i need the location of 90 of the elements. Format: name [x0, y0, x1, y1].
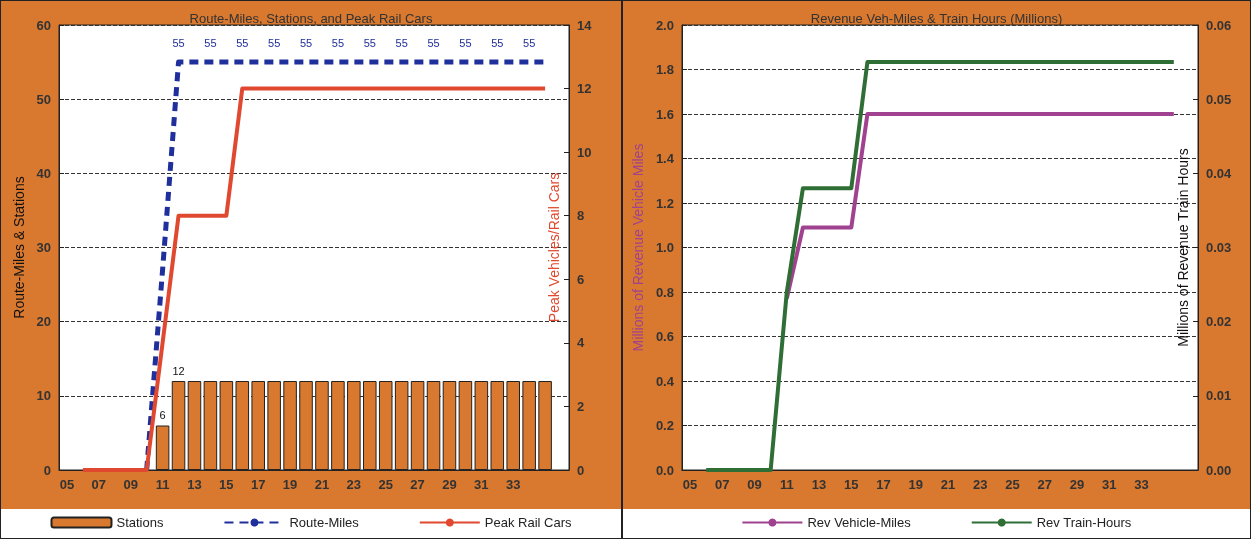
x-tick-label: 07 [715, 477, 730, 492]
line-series [704, 60, 1176, 472]
y-tick-label: 0.0 [655, 462, 674, 478]
x-tick-label: 25 [1005, 477, 1020, 492]
data-label: 55 [395, 36, 408, 49]
y-tick-label: 1.2 [655, 195, 674, 211]
y2-tick-label: 10 [577, 144, 592, 160]
x-tick-label: 23 [973, 477, 988, 492]
x-tick-label: 17 [876, 477, 891, 492]
chart-title: Route-Miles, Stations, and Peak Rail Cars [189, 11, 433, 26]
y-tick-label: 10 [36, 388, 51, 404]
x-tick-label: 09 [747, 477, 762, 492]
y-tick-label: 2.0 [655, 17, 674, 33]
data-label: 55 [491, 36, 504, 49]
y2-tick-label: 12 [577, 81, 592, 97]
y-tick-label: 40 [36, 165, 51, 181]
x-tick-label: 15 [844, 477, 859, 492]
legend-label: Peak Rail Cars [484, 515, 573, 530]
data-label: 55 [299, 36, 313, 49]
y-tick-label: 1.4 [655, 151, 675, 166]
x-tick-label: 27 [410, 477, 425, 492]
data-label: 55 [363, 36, 376, 49]
y2-tick-label: 0.05 [1206, 91, 1232, 107]
y2-tick-label: 0.00 [1206, 462, 1232, 478]
y-tick-label: 0.8 [655, 284, 674, 300]
y2-tick-label: 8 [577, 208, 585, 224]
x-tick-label: 19 [282, 477, 298, 492]
legend-label: Rev Train-Hours [1036, 515, 1132, 530]
x-tick-label: 29 [1069, 477, 1085, 492]
x-tick-label: 17 [250, 477, 266, 492]
y2-axis-title: Millions of Revenue Train Hours [1175, 148, 1191, 347]
x-tick-label: 21 [940, 477, 956, 492]
y-tick-label: 0.2 [655, 418, 674, 433]
y-tick-label: 30 [36, 240, 51, 255]
y-tick-label: 50 [36, 91, 51, 107]
line-series [80, 86, 548, 472]
data-label: 6 [159, 409, 166, 421]
x-tick-label: 05 [682, 477, 698, 492]
x-tick-label: 23 [346, 477, 362, 492]
x-tick-label: 19 [908, 477, 924, 492]
data-label: 55 [268, 36, 281, 49]
x-tick-label: 11 [155, 477, 170, 492]
x-tick-label: 07 [91, 477, 107, 492]
legend-label: Route-Miles [289, 515, 360, 530]
x-tick-label: 27 [1037, 477, 1053, 492]
chart-title: Revenue Veh-Miles & Train Hours (Millions) [810, 11, 1063, 26]
y-axis-title: Millions of Revenue Vehicle Miles [630, 143, 646, 352]
data-label: 55 [204, 36, 217, 49]
x-tick-label: 05 [59, 477, 75, 492]
x-tick-label: 11 [779, 477, 794, 492]
y2-tick-label: 0.06 [1206, 17, 1232, 33]
legend-label: Stations [116, 515, 164, 530]
x-tick-label: 15 [219, 477, 234, 492]
y-tick-label: 0.6 [655, 329, 674, 344]
y2-tick-label: 14 [577, 17, 593, 33]
data-label: 55 [331, 36, 345, 49]
x-tick-label: 13 [811, 477, 827, 492]
data-label: 55 [459, 36, 472, 49]
x-tick-label: 33 [1134, 477, 1149, 492]
x-tick-label: 31 [474, 477, 489, 492]
y2-tick-label: 0 [577, 462, 585, 478]
data-label: 55 [427, 36, 440, 49]
x-tick-label: 29 [442, 477, 457, 492]
y-axis-title: Route-Miles & Stations [10, 176, 27, 319]
y2-tick-label: 4 [577, 335, 585, 351]
y2-tick-label: 0.04 [1206, 165, 1233, 181]
x-tick-label: 09 [123, 477, 138, 492]
x-tick-label: 25 [378, 477, 393, 492]
y2-tick-label: 0.03 [1206, 240, 1232, 255]
data-label: 55 [236, 36, 249, 49]
y-tick-label: 0 [43, 462, 51, 478]
data-label: 12 [172, 364, 185, 377]
x-tick-label: 13 [187, 477, 202, 492]
x-tick-label: 33 [505, 477, 521, 492]
data-label: 55 [523, 36, 536, 49]
y-tick-label: 1.8 [655, 62, 674, 77]
y2-tick-label: 2 [577, 398, 585, 414]
y-tick-label: 0.4 [655, 373, 675, 389]
y-tick-label: 1.0 [655, 240, 674, 255]
legend-label: Rev Vehicle-Miles [807, 515, 912, 530]
y-tick-label: 60 [36, 17, 51, 33]
x-tick-label: 31 [1102, 477, 1117, 492]
data-label: 55 [172, 36, 185, 49]
y2-axis-title: Peak Vehicles/Rail Cars [546, 172, 562, 323]
y-tick-label: 20 [36, 314, 51, 330]
y2-tick-label: 6 [577, 271, 585, 287]
y2-tick-label: 0.01 [1206, 388, 1232, 404]
y2-tick-label: 0.02 [1206, 314, 1232, 330]
y-tick-label: 1.6 [655, 106, 674, 122]
x-tick-label: 21 [314, 477, 330, 492]
